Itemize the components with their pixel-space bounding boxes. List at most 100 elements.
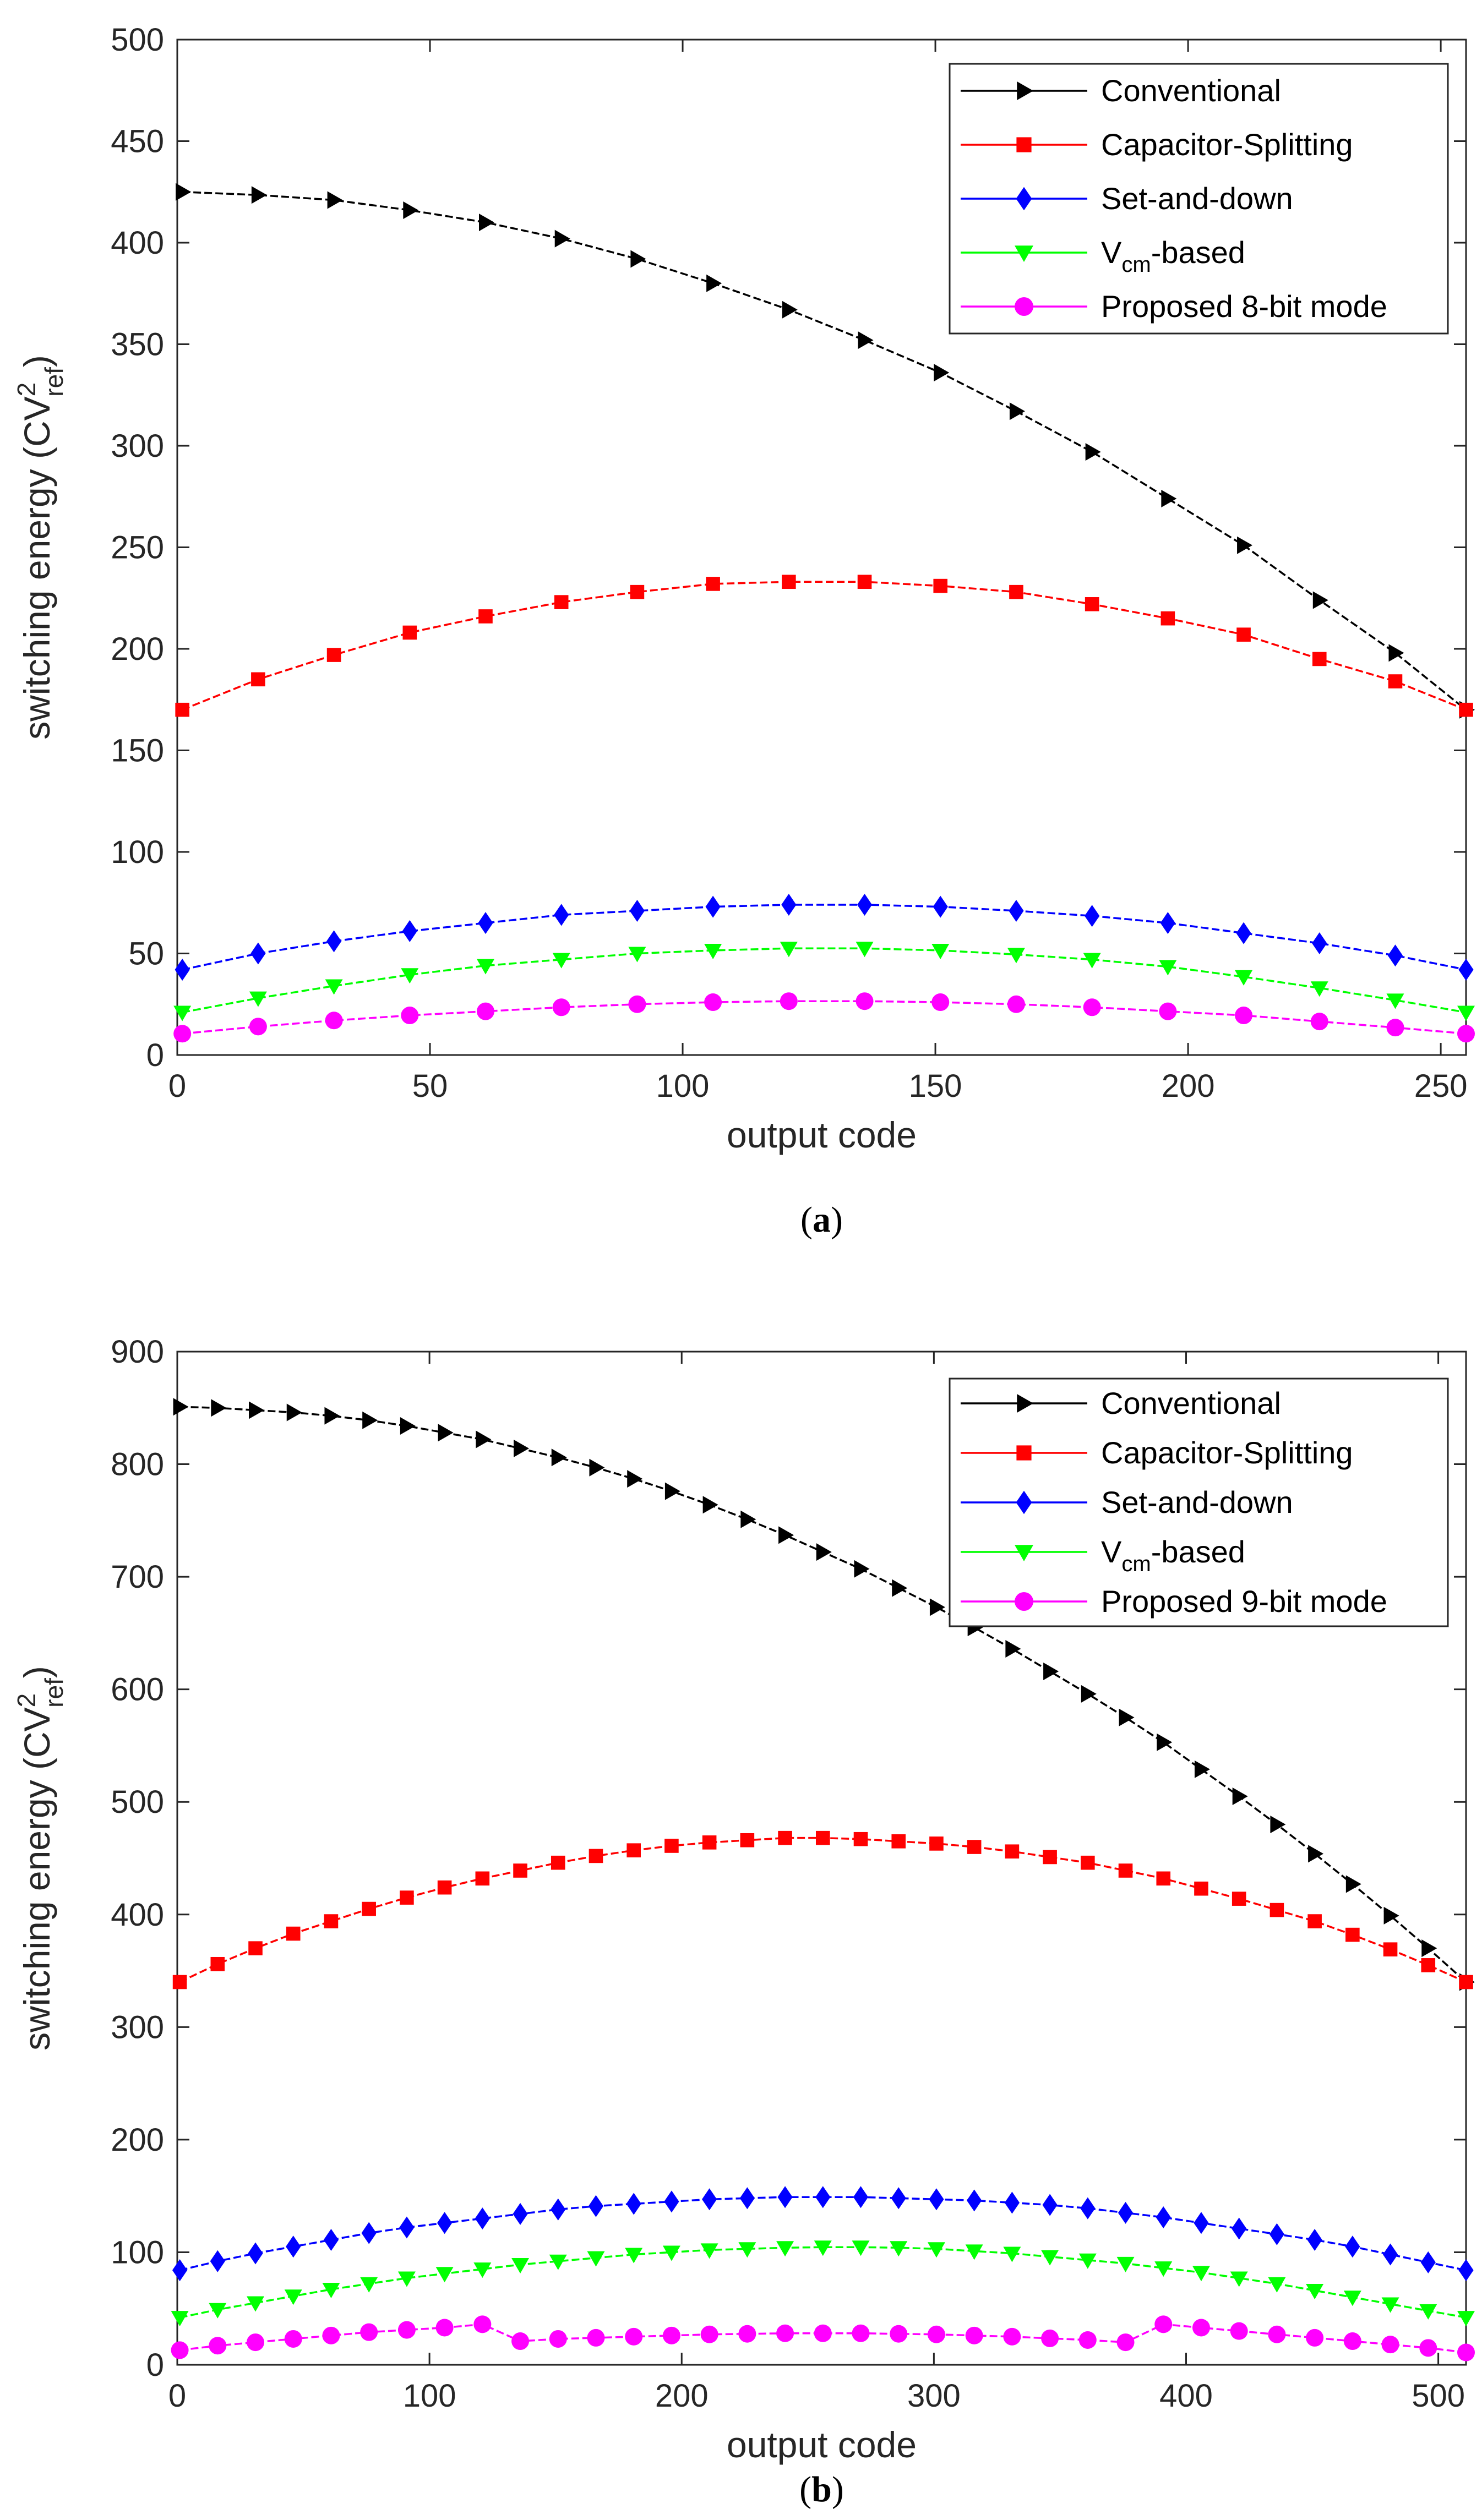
data-point [175, 959, 190, 981]
series-proposed-8-bit-mode [173, 992, 1475, 1043]
series-set-and-down [175, 893, 1474, 981]
y-tick-label: 300 [111, 2009, 164, 2045]
data-point [400, 1417, 416, 1435]
data-point [1043, 1850, 1057, 1865]
y-tick-label: 450 [111, 124, 164, 160]
data-point [815, 1830, 830, 1845]
data-point [702, 1835, 717, 1850]
data-point [438, 1424, 454, 1442]
data-point [1458, 2259, 1474, 2282]
y-axis-label-close: ) [17, 355, 57, 367]
data-point [1457, 1005, 1475, 1021]
data-point [1004, 2191, 1020, 2214]
data-point [1388, 644, 1404, 662]
panel-b-chart: 0 100 200 300 400 500 600 700 800 900 0 100 200 300 40… [12, 1334, 1475, 2510]
data-point [814, 2240, 832, 2256]
data-point [854, 1560, 870, 1578]
series-set-and-down [172, 2186, 1474, 2282]
data-point [1083, 998, 1101, 1016]
data-point [323, 2228, 339, 2251]
data-point [551, 1448, 567, 1467]
y-tick-label: 500 [111, 1784, 164, 1820]
data-point [629, 900, 645, 922]
data-point [625, 2327, 643, 2346]
data-point [554, 595, 569, 609]
data-point [626, 2193, 641, 2215]
y-axis-label-text: switching energy (CV [17, 396, 57, 740]
data-point [814, 2324, 832, 2342]
data-point [1459, 702, 1473, 717]
data-point [1003, 2246, 1021, 2262]
y-tick-label: 250 [111, 530, 164, 566]
data-point [626, 1843, 641, 1857]
data-point [777, 2186, 793, 2209]
y-tick-label: 150 [111, 733, 164, 769]
data-point [931, 943, 950, 959]
y-tick-label: 900 [111, 1334, 164, 1370]
data-point [1161, 489, 1177, 507]
data-point [549, 2254, 567, 2270]
y-tick-label: 0 [146, 1037, 164, 1073]
data-point [739, 2187, 755, 2210]
panel-caption-letter: b [811, 2469, 832, 2510]
legend-label-prefix: V [1101, 235, 1122, 270]
data-point [1382, 2243, 1398, 2266]
data-point [965, 2244, 983, 2260]
data-point [549, 2330, 567, 2348]
data-point [1457, 2311, 1475, 2327]
x-tick-label: 200 [655, 2378, 709, 2414]
data-point [324, 1407, 340, 1425]
data-point [1078, 2253, 1097, 2269]
data-point [588, 2195, 604, 2217]
data-point [929, 1836, 944, 1851]
data-point [1307, 2228, 1322, 2251]
data-point [1270, 1816, 1286, 1834]
data-point [1236, 627, 1251, 642]
y-axis-label-superscript: 2 [12, 382, 41, 397]
data-point [1043, 1662, 1059, 1680]
data-point [1307, 1914, 1322, 1928]
data-point [473, 2315, 492, 2333]
data-point [1235, 1007, 1253, 1025]
legend-label: Set-and-down [1101, 1485, 1293, 1519]
data-point [1230, 2322, 1248, 2340]
x-tick-label: 300 [907, 2378, 961, 2414]
data-point [1041, 2250, 1059, 2266]
data-point [1237, 536, 1253, 554]
data-point [1007, 995, 1025, 1013]
legend-label: Conventional [1101, 1386, 1281, 1420]
data-point [361, 2222, 377, 2244]
data-point [892, 1579, 908, 1597]
data-point [209, 2303, 227, 2319]
data-point [967, 2189, 982, 2212]
data-point [551, 1855, 565, 1870]
data-point [740, 1510, 756, 1528]
data-point [1116, 2256, 1135, 2272]
data-point [1388, 674, 1403, 688]
data-point [1119, 1708, 1135, 1726]
data-point [852, 2324, 870, 2342]
legend-label: Proposed 9-bit mode [1101, 1584, 1387, 1619]
data-point [360, 2323, 378, 2341]
data-point [662, 2326, 680, 2344]
data-point [324, 1914, 339, 1928]
data-point [1269, 2223, 1285, 2245]
data-point [247, 2296, 265, 2312]
data-point [171, 2341, 189, 2359]
data-point [249, 991, 267, 1007]
series-capacitor-splitting [172, 1830, 1473, 1989]
data-point [1386, 993, 1404, 1009]
data-point [1085, 597, 1099, 611]
data-point [1345, 1927, 1360, 1942]
data-point [1310, 981, 1328, 997]
data-point [704, 943, 722, 959]
legend-marker [1015, 245, 1033, 262]
data-point [664, 2190, 679, 2213]
data-point [738, 2242, 756, 2258]
data-point [1041, 2329, 1059, 2347]
legend-label: Conventional [1101, 73, 1281, 108]
legend-label-suffix: -based [1151, 1534, 1245, 1569]
x-tick-label: 500 [1412, 2378, 1465, 2414]
data-point [1232, 1892, 1246, 1906]
x-tick-label: 50 [412, 1068, 448, 1104]
